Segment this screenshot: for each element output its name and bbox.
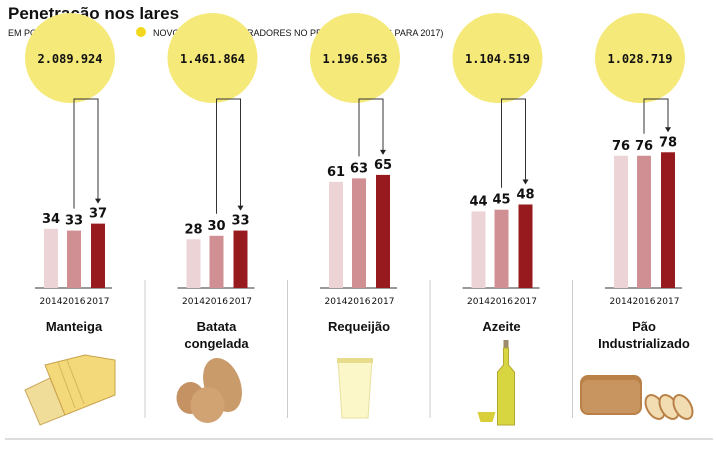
bottom-divider xyxy=(5,438,713,440)
year-label: 2014 xyxy=(40,297,63,307)
product-name: Batata xyxy=(197,319,238,334)
legend-text: NOVOS LARES COMPRADORES NO PERÍODO (DE 2… xyxy=(153,28,444,38)
bar-value-label: 28 xyxy=(184,222,202,237)
bar-2017 xyxy=(233,230,248,288)
year-label: 2016 xyxy=(205,297,228,307)
year-label: 2017 xyxy=(87,297,110,307)
bar-2016 xyxy=(209,235,224,288)
bar-value-label: 48 xyxy=(516,187,534,202)
bar-2014 xyxy=(471,211,486,288)
bread-icon xyxy=(580,375,694,420)
product-name: Manteiga xyxy=(46,319,103,334)
year-label: 2017 xyxy=(372,297,395,307)
bar-value-label: 34 xyxy=(42,212,60,227)
bar-value-label: 33 xyxy=(65,214,83,229)
cream-cheese-cup-icon xyxy=(337,358,373,419)
panel-2: 1.461.864 28 2014 30 2016 33 2017 Batata congela… xyxy=(167,13,288,423)
arrow-line xyxy=(358,98,384,157)
bar-2016 xyxy=(494,209,509,288)
new-households-bubble xyxy=(310,13,400,103)
year-label: 2017 xyxy=(657,297,680,307)
bar-2017 xyxy=(376,174,390,288)
bar-2014 xyxy=(186,239,201,288)
bar-2016 xyxy=(637,155,651,288)
panel-3: 1.196.563 61 2014 63 2016 65 2017 Requeijão xyxy=(310,13,431,419)
bar-value-label: 33 xyxy=(231,214,249,229)
year-label: 2016 xyxy=(63,297,86,307)
new-households-bubble xyxy=(452,13,543,103)
bar-2016 xyxy=(352,178,366,288)
new-households-value: 1.104.519 xyxy=(465,52,530,66)
bar-2014 xyxy=(44,228,58,288)
bar-value-label: 61 xyxy=(327,165,345,180)
potato-icon xyxy=(176,357,242,423)
year-label: 2014 xyxy=(467,297,490,307)
year-label: 2016 xyxy=(633,297,656,307)
panel-1: 2.089.924 34 2014 33 2016 37 2017 Manteiga xyxy=(24,13,146,426)
new-households-value: 2.089.924 xyxy=(37,52,102,66)
panel-5: 1.028.719 76 2014 76 2016 78 2017 Pão Industrial… xyxy=(580,13,694,420)
bar-value-label: 65 xyxy=(374,158,392,173)
new-households-bubble xyxy=(25,13,115,103)
arrow-line xyxy=(643,98,669,134)
bar-value-label: 63 xyxy=(350,161,368,176)
new-households-bubble xyxy=(167,13,258,103)
product-name: Requeijão xyxy=(328,319,390,334)
legend-dot xyxy=(136,27,146,37)
year-label: 2017 xyxy=(514,297,537,307)
arrow-line xyxy=(501,98,526,188)
bar-value-label: 76 xyxy=(635,139,653,154)
bar-value-label: 37 xyxy=(89,207,107,222)
year-label: 2014 xyxy=(325,297,348,307)
arrow-head-icon xyxy=(665,127,671,133)
bar-value-label: 30 xyxy=(207,219,225,234)
new-households-value: 1.461.864 xyxy=(180,52,245,66)
year-label: 2016 xyxy=(490,297,513,307)
bar-2014 xyxy=(329,181,343,288)
bar-value-label: 44 xyxy=(469,194,487,209)
arrow-line xyxy=(73,98,99,209)
bar-value-label: 76 xyxy=(612,139,630,154)
olive-oil-bottle-icon xyxy=(477,340,515,426)
product-name: Pão xyxy=(632,319,656,334)
arrow-line xyxy=(216,98,241,214)
year-label: 2017 xyxy=(229,297,252,307)
bar-2014 xyxy=(614,155,628,288)
bar-value-label: 78 xyxy=(659,135,677,150)
new-households-value: 1.028.719 xyxy=(607,52,672,66)
year-label: 2014 xyxy=(610,297,633,307)
bar-2016 xyxy=(67,230,81,288)
product-name: Industrializado xyxy=(598,336,690,351)
arrow-head-icon xyxy=(237,205,244,211)
arrow-head-icon xyxy=(95,198,101,204)
arrow-head-icon xyxy=(522,179,529,185)
product-name: congelada xyxy=(184,336,249,351)
bar-2017 xyxy=(518,204,533,288)
butter-icon xyxy=(24,354,116,426)
bar-2017 xyxy=(91,223,105,288)
arrow-head-icon xyxy=(380,149,386,155)
bar-2017 xyxy=(661,152,675,288)
year-label: 2016 xyxy=(348,297,371,307)
panel-4: 1.104.519 44 2014 45 2016 48 2017 Azeite xyxy=(452,13,573,426)
bar-value-label: 45 xyxy=(492,193,510,208)
new-households-value: 1.196.563 xyxy=(322,52,387,66)
year-label: 2014 xyxy=(182,297,205,307)
new-households-bubble xyxy=(595,13,685,103)
product-name: Azeite xyxy=(482,319,520,334)
